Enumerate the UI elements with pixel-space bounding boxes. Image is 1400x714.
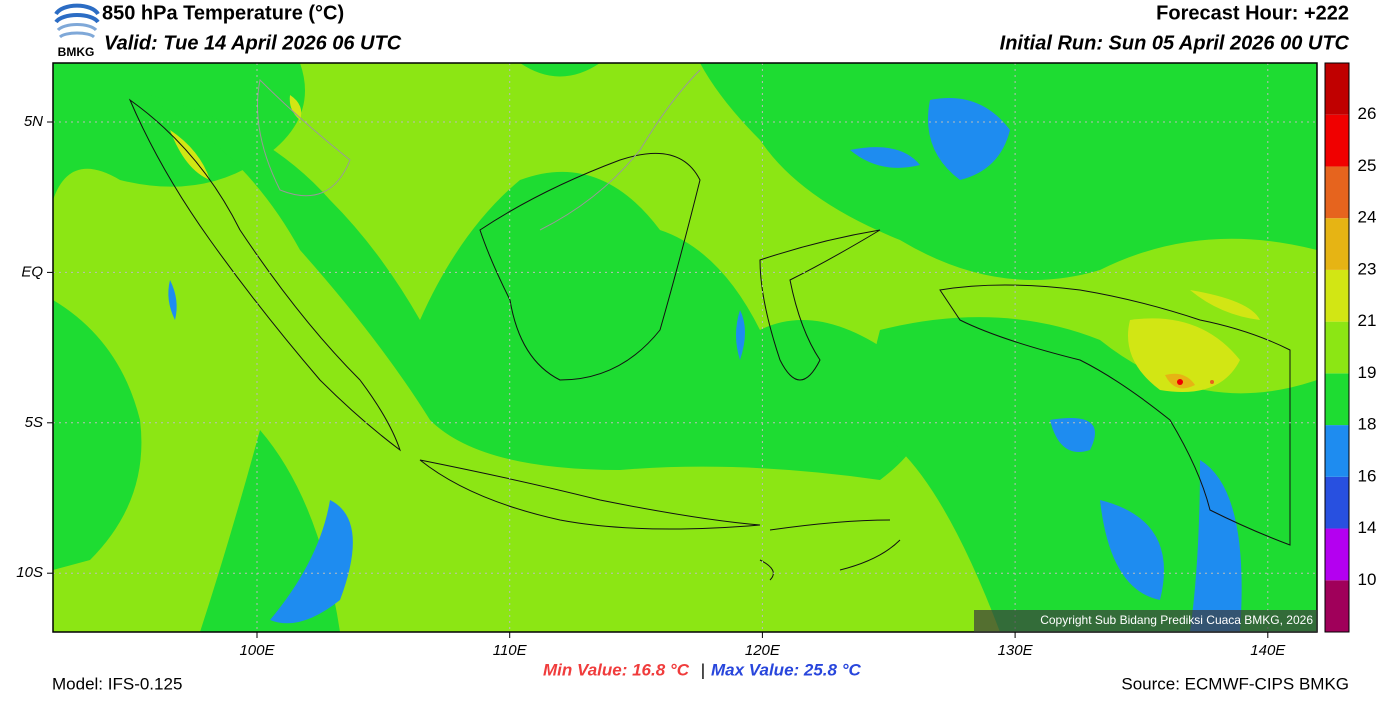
title: 850 hPa Temperature (°C) [102, 2, 344, 24]
colorbar-label: 24 [1358, 208, 1377, 227]
source: Source: ECMWF-CIPS BMKG [1121, 674, 1349, 693]
forecast-hour: Forecast Hour: +222 [1156, 2, 1349, 24]
graticule: 5N EQ 5S 10S 100E 110E 120E 130E 140E [16, 63, 1317, 659]
colorbar-label: 18 [1358, 415, 1377, 434]
model: Model: IFS-0.125 [52, 674, 182, 693]
colorbar-swatch [1325, 528, 1349, 581]
logo: BMKG [54, 3, 100, 59]
colorbar-frame [1324, 62, 1350, 633]
initial-run: Initial Run: Sun 05 April 2026 00 UTC [1000, 32, 1350, 54]
colorbar-swatch [1325, 373, 1349, 426]
colorbar-label: 25 [1358, 156, 1377, 175]
lon-label: 110E [493, 642, 528, 659]
colorbar-label: 26 [1358, 104, 1377, 123]
colorbar-swatch [1325, 269, 1349, 322]
colorbar: 10 14 16 18 19 21 23 24 25 26 [1324, 62, 1377, 633]
copyright: Copyright Sub Bidang Prediksi Cuaca BMKG… [1040, 613, 1313, 627]
logo-text: BMKG [58, 45, 95, 59]
colorbar-swatch [1325, 218, 1349, 270]
colorbar-label: 16 [1358, 466, 1377, 485]
map-field [53, 63, 1317, 632]
lon-label: 100E [239, 642, 275, 659]
colorbar-swatch [1325, 114, 1349, 167]
min-value: Min Value: 16.8 °C [543, 660, 690, 679]
colorbar-label: 10 [1358, 570, 1377, 589]
lat-label: 10S [16, 564, 43, 581]
lat-label: EQ [21, 263, 43, 280]
lon-label: 140E [1250, 642, 1286, 659]
separator: | [701, 660, 705, 679]
lat-label: 5S [25, 414, 43, 431]
colorbar-label: 14 [1358, 518, 1377, 537]
colorbar-swatch [1325, 580, 1349, 632]
max-value: Max Value: 25.8 °C [711, 660, 862, 679]
colorbar-swatch [1325, 321, 1349, 374]
colorbar-swatch [1325, 166, 1349, 219]
map-frame [52, 62, 1318, 633]
colorbar-label: 21 [1358, 311, 1377, 330]
colorbar-label: 23 [1358, 259, 1377, 278]
colorbar-swatch [1325, 476, 1349, 529]
colorbar-swatch [1325, 63, 1349, 115]
lat-label: 5N [24, 113, 43, 130]
colorbar-swatch [1325, 425, 1349, 477]
lon-label: 120E [745, 642, 781, 659]
copyright-box [974, 610, 1317, 632]
colorbar-label: 19 [1358, 363, 1377, 382]
lon-label: 130E [998, 642, 1034, 659]
valid-time: Valid: Tue 14 April 2026 06 UTC [104, 32, 402, 54]
